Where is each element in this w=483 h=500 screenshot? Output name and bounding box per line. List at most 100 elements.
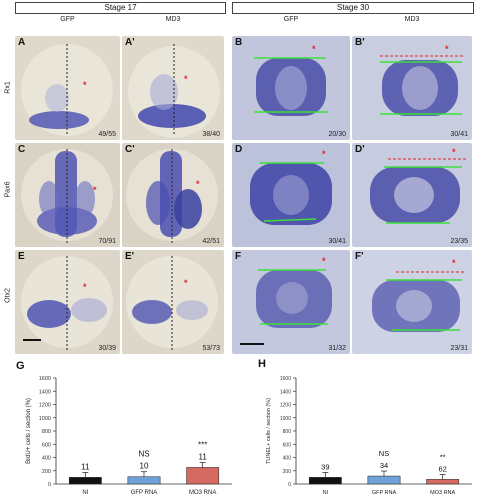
- panel-c-label: C: [18, 144, 26, 155]
- panel-c-prime-image: [126, 149, 218, 243]
- panel-d-label: D: [235, 144, 243, 155]
- panel-b-prime: B' * 30/41: [352, 36, 472, 140]
- bar-gfp-rna: [367, 475, 401, 485]
- y-tick-label: 200: [42, 469, 51, 475]
- panel-a-prime-label: A': [125, 37, 135, 48]
- y-tick-label: 600: [283, 442, 292, 448]
- panel-a-prime-ratio: 38/40: [202, 131, 220, 138]
- y-tick-label: 400: [42, 456, 51, 462]
- bar-mo3-rna: [186, 467, 220, 485]
- chart-h: 0 200 400 600 800 1000 1200 1400 1600 TUNEL+ cell…: [266, 376, 472, 496]
- panel-c-image: [21, 149, 113, 243]
- panel-e-image: [21, 256, 113, 350]
- panel-d: D * 30/41: [232, 143, 350, 247]
- panel-a-prime-star: *: [184, 74, 188, 84]
- col-header-md3-17: MD3: [165, 16, 181, 23]
- panel-d-prime-star: *: [452, 147, 456, 157]
- stage-30-text: Stage 30: [336, 3, 370, 12]
- panel-c-star: *: [93, 185, 97, 195]
- panel-a-ratio: 49/55: [98, 131, 116, 138]
- panel-e-label: E: [18, 251, 25, 262]
- panel-d-prime-image: [370, 158, 466, 224]
- col-header-md3-30: MD3: [404, 16, 420, 23]
- stage-17-header: Stage 17: [15, 2, 226, 14]
- panel-f-prime-label: F': [355, 251, 364, 262]
- panel-c: C * 70/91: [15, 143, 120, 247]
- panel-c-ratio: 70/91: [98, 238, 116, 245]
- significance-label: NS: [138, 450, 149, 459]
- category-label: NI: [82, 490, 88, 496]
- panel-e-star: *: [83, 282, 87, 292]
- bar-gfp-rna: [127, 476, 161, 485]
- panel-b-ratio: 20/30: [328, 131, 346, 138]
- panel-d-ratio: 30/41: [328, 238, 346, 245]
- y-tick-label: 800: [42, 429, 51, 435]
- y-axis-label: BrdU+ cells / section (%): [26, 398, 32, 464]
- panel-b-image: [254, 57, 328, 116]
- category-label: GFP RNA: [131, 490, 158, 496]
- row-label-rx1: Rx1: [4, 81, 12, 94]
- category-label: GFP RNA: [372, 490, 397, 496]
- panel-c-prime-star: *: [196, 179, 200, 189]
- panel-f-image: [240, 269, 332, 345]
- y-tick-label: 1000: [39, 416, 51, 422]
- panel-e-ratio: 30/39: [98, 345, 116, 352]
- stage-30-header: Stage 30: [232, 2, 474, 14]
- panel-a-label: A: [18, 37, 26, 48]
- panel-a-prime-image: [128, 44, 220, 138]
- panel-d-prime-label: D': [355, 144, 365, 155]
- panel-e-prime-star: *: [184, 278, 188, 288]
- y-tick-label: 1000: [280, 416, 291, 422]
- panel-d-image: [250, 162, 332, 225]
- panel-d-prime-ratio: 23/35: [450, 238, 468, 245]
- y-axis-label: TUNEL+ cells / section (%): [266, 398, 272, 464]
- panel-c-prime-ratio: 42/51: [202, 238, 220, 245]
- panel-f-prime-image: [372, 271, 466, 332]
- panel-a-star: *: [83, 80, 87, 90]
- y-tick-label: 600: [42, 442, 51, 448]
- panel-b-prime-star: *: [445, 44, 449, 54]
- category-label: MO3 RNA: [430, 490, 455, 496]
- significance-label: ***: [198, 440, 207, 449]
- y-tick-label: 1400: [39, 389, 51, 395]
- panel-b-star: *: [312, 44, 316, 54]
- y-tick-label: 800: [283, 429, 292, 435]
- panel-d-star: *: [322, 149, 326, 159]
- panel-f-star: *: [322, 256, 326, 266]
- significance-label: **: [440, 452, 446, 461]
- count-label: 11: [81, 462, 90, 471]
- panel-e-prime-image: [126, 256, 218, 350]
- panel-f-label: F: [235, 251, 242, 262]
- panel-e-prime-label: E': [125, 251, 135, 262]
- panel-c-prime: C' * 42/51: [122, 143, 224, 247]
- y-tick-label: 1600: [39, 376, 51, 382]
- col-header-gfp-30: GFP: [283, 16, 299, 23]
- chart-g-label: G: [16, 360, 25, 372]
- category-label: MO3 RNA: [189, 490, 216, 496]
- panel-e-prime: E' * 53/73: [122, 250, 224, 354]
- panel-f-prime: F' * 23/31: [352, 250, 472, 354]
- chart-h-label: H: [258, 358, 266, 370]
- panel-c-prime-label: C': [125, 144, 135, 155]
- y-tick-label: 1200: [280, 403, 291, 409]
- panel-b-label: B: [235, 37, 243, 48]
- y-tick-label: 400: [283, 456, 292, 462]
- stage-17-text: Stage 17: [104, 3, 137, 12]
- y-tick-label: 0: [288, 482, 291, 488]
- count-label: 39: [321, 462, 329, 471]
- panel-e: E * 30/39: [15, 250, 120, 354]
- panel-d-prime: D' * 23/35: [352, 143, 472, 247]
- panel-b-prime-image: [380, 55, 464, 116]
- panel-a-prime: A' * 38/40: [122, 36, 224, 140]
- panel-e-prime-ratio: 53/73: [202, 345, 220, 352]
- bar-ni: [68, 477, 102, 485]
- y-tick-label: 1600: [280, 376, 291, 382]
- count-label: 11: [199, 452, 208, 461]
- bar-mo3-rna: [426, 479, 460, 485]
- count-label: 34: [380, 461, 388, 470]
- panel-a: A * 49/55: [15, 36, 120, 140]
- bar-ni: [308, 477, 342, 485]
- y-tick-label: 1200: [39, 403, 51, 409]
- panel-f-prime-star: *: [452, 258, 456, 268]
- y-tick-label: 1400: [280, 389, 291, 395]
